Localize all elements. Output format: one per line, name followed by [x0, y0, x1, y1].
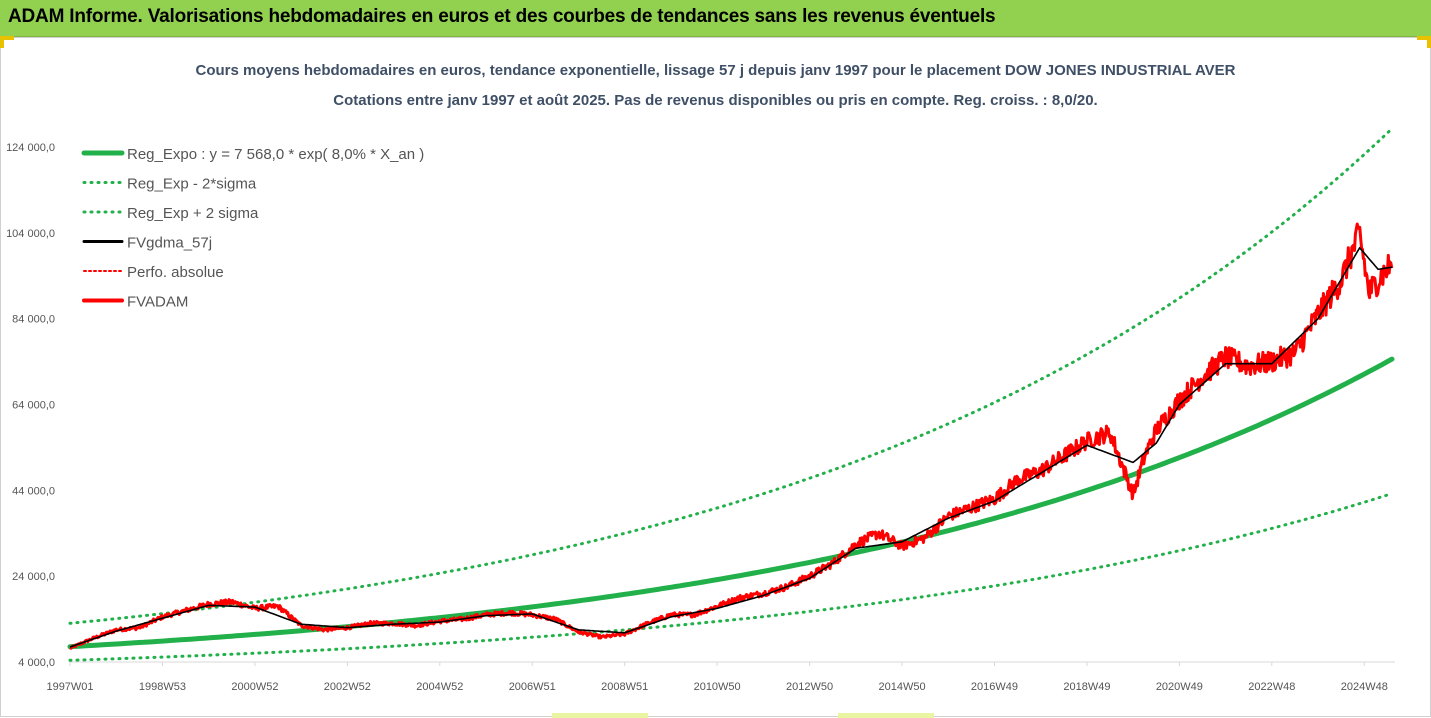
y-axis-ticks: 4 000,0 24 000,0 44 000,0 64 000,0 84 000,0 1… [6, 142, 55, 669]
y-tick-label: 4 000,0 [18, 657, 55, 669]
y-tick-label: 44 000,0 [12, 485, 55, 497]
x-tick-label: 1998W53 [139, 681, 186, 693]
x-tick-label: 2024W48 [1341, 681, 1388, 693]
legend-label: Reg_Exp + 2 sigma [127, 205, 259, 222]
x-tick-label: 2008W51 [601, 681, 648, 693]
chart-subtitle: Cotations entre janv 1997 et août 2025. … [333, 92, 1098, 109]
x-tick-label: 2006W51 [509, 681, 556, 693]
y-tick-label: 124 000,0 [6, 142, 55, 154]
x-tick-label: 2016W49 [971, 681, 1018, 693]
frame-corner-marker [0, 36, 4, 48]
chart-title: Cours moyens hebdomadaires en euros, ten… [195, 62, 1236, 79]
y-tick-label: 64 000,0 [12, 400, 55, 412]
series-reg-expo [67, 356, 1395, 650]
y-tick-label: 84 000,0 [12, 314, 55, 326]
legend-label: Perfo. absolue [127, 264, 224, 281]
report-title: ADAM Informe. Valorisations hebdomadaire… [8, 6, 996, 27]
legend-label: Reg_Expo : y = 7 568,0 * exp( 8,0% * X_a… [127, 146, 424, 163]
y-tick-label: 104 000,0 [6, 228, 55, 240]
x-tick-label: 2022W48 [1248, 681, 1295, 693]
x-tick-label: 2014W50 [878, 681, 925, 693]
legend-label: FVgdma_57j [127, 235, 212, 252]
chart-legend: Reg_Expo : y = 7 568,0 * exp( 8,0% * X_a… [81, 146, 424, 311]
sheet-tab-marker [552, 713, 648, 718]
x-tick-label: 2010W50 [694, 681, 741, 693]
x-tick-label: 2018W49 [1063, 681, 1110, 693]
sheet-tab-marker [838, 713, 934, 718]
legend-label: FVADAM [127, 294, 188, 311]
frame-corner-marker [1427, 36, 1431, 48]
series-reg-plus-2sigma [68, 127, 1394, 625]
legend-label: Reg_Exp - 2*sigma [127, 176, 257, 193]
x-axis-ticks: 1997W01 1998W53 2000W52 2002W52 2004W52 2006W… [46, 662, 1388, 693]
x-tick-label: 2020W49 [1156, 681, 1203, 693]
y-tick-label: 24 000,0 [12, 571, 55, 583]
report-banner: ADAM Informe. Valorisations hebdomadaire… [0, 0, 1431, 37]
x-tick-label: 2002W52 [324, 681, 371, 693]
series-fvgdma-57j [69, 246, 1393, 648]
frame-corner-marker [0, 36, 14, 40]
x-tick-label: 2000W52 [231, 681, 278, 693]
frame-corner-marker [1417, 36, 1431, 40]
x-tick-label: 2012W50 [786, 681, 833, 693]
series-reg-minus-2sigma [68, 492, 1394, 662]
series-fvadam [69, 222, 1394, 650]
series-lines [67, 127, 1395, 662]
x-tick-label: 2004W52 [416, 681, 463, 693]
x-tick-label: 1997W01 [46, 681, 93, 693]
